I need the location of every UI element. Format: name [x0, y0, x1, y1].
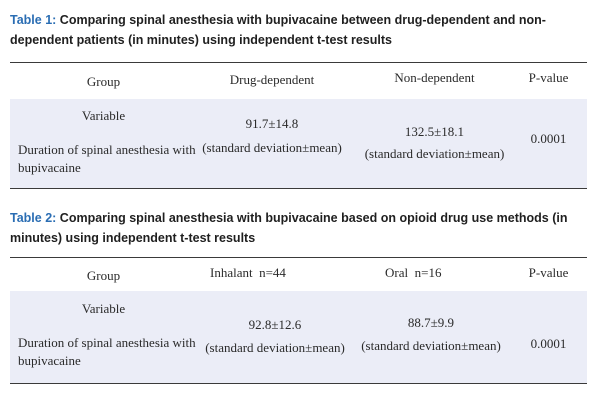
- table1-header-row: [10, 63, 587, 99]
- table2-oral-note: (standard deviation±mean): [361, 338, 501, 353]
- table1-drug-dependent-value: 91.7±14.8: [245, 116, 299, 131]
- table2-header-group: Group: [86, 268, 121, 283]
- table2: Group Inhalant n=44 Oral n=16 P-value Va…: [10, 257, 587, 384]
- table2-header-p-value: P-value: [528, 265, 569, 280]
- table2-variable-label: Variable: [81, 301, 126, 316]
- table1-header-non-dependent: Non-dependent: [394, 70, 475, 85]
- table1-p-value: 0.0001: [530, 131, 567, 146]
- table2-header-oral-label: Oral: [385, 265, 409, 280]
- table2-body: [10, 291, 587, 383]
- table1-header-group: Group: [86, 74, 121, 89]
- table2-inhalant-note: (standard deviation±mean): [205, 340, 345, 355]
- table2-caption-text: Comparing spinal anesthesia with bupivac…: [10, 211, 568, 245]
- table1: Group Drug-dependent Non-dependent P-val…: [10, 62, 587, 189]
- table1-variable-label: Variable: [81, 108, 126, 123]
- table1-caption-text: Comparing spinal anesthesia with bupivac…: [10, 13, 546, 47]
- table2-header-inhalant: Inhalant n=44: [210, 264, 350, 282]
- table2-header-row: [10, 258, 587, 291]
- table2-oral-value: 88.7±9.9: [407, 315, 455, 330]
- table2-row-label: Duration of spinal anesthesia with bupiv…: [18, 335, 196, 368]
- table2-header-oral: Oral n=16: [385, 264, 515, 282]
- table1-caption-label: Table 1:: [10, 13, 57, 27]
- table2-caption-label: Table 2:: [10, 211, 57, 225]
- table2-header-inhalant-label: Inhalant: [210, 265, 253, 280]
- table2-caption: Table 2: Comparing spinal anesthesia wit…: [10, 208, 595, 248]
- table2-header-oral-n: n=16: [414, 265, 442, 280]
- table1-header-p-value: P-value: [528, 70, 569, 85]
- table1-non-dependent-value: 132.5±18.1: [404, 124, 465, 139]
- table1-drug-dependent-note: (standard deviation±mean): [202, 140, 342, 155]
- table2-p-value: 0.0001: [530, 336, 567, 351]
- table1-non-dependent-note: (standard deviation±mean): [364, 146, 505, 161]
- table1-row-label: Duration of spinal anesthesia with bupiv…: [18, 142, 196, 175]
- table2-header-inhalant-n: n=44: [259, 265, 286, 280]
- table2-inhalant-value: 92.8±12.6: [248, 317, 302, 332]
- table1-header-drug-dependent: Drug-dependent: [229, 72, 315, 87]
- table1-body: [10, 99, 587, 188]
- table1-caption: Table 1: Comparing spinal anesthesia wit…: [10, 10, 595, 50]
